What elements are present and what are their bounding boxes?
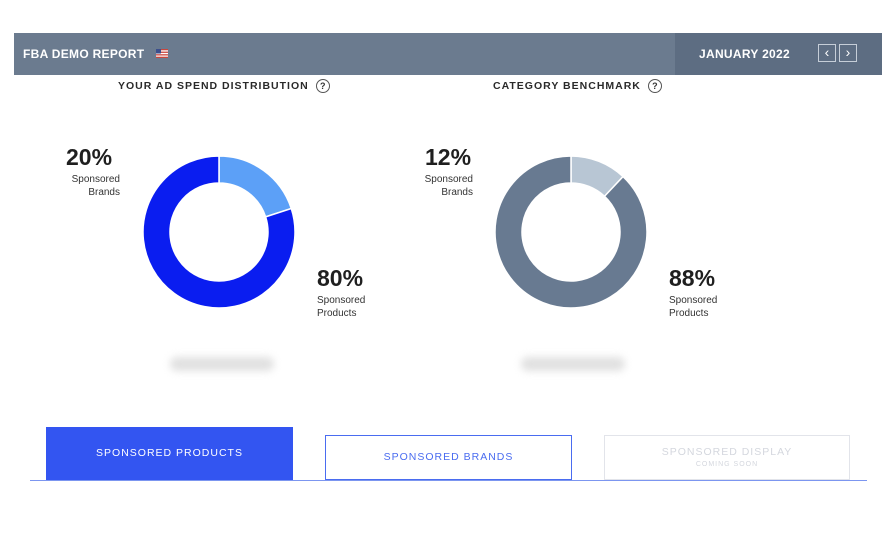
tab-sponsored-brands[interactable]: SPONSORED BRANDS xyxy=(325,435,572,480)
ad-spend-title-text: YOUR AD SPEND DISTRIBUTION xyxy=(118,80,309,92)
report-title: FBA DEMO REPORT xyxy=(23,47,145,61)
date-label: JANUARY 2022 xyxy=(699,47,790,61)
donut-slice-sponsored-products xyxy=(494,155,648,309)
ad-spend-brands-percent: 20% xyxy=(66,144,113,170)
date-selector: JANUARY 2022 ‹ › xyxy=(675,33,882,75)
tab-sponsored-display-label: SPONSORED DISPLAY xyxy=(661,446,793,458)
ad-spend-products-percent: 80% xyxy=(317,265,364,291)
donut-slice-sponsored-products xyxy=(142,155,296,309)
prev-month-button[interactable]: ‹ xyxy=(818,44,836,62)
help-icon[interactable]: ? xyxy=(647,79,662,94)
report-header: FBA DEMO REPORT JANUARY 2022 ‹ › xyxy=(14,33,882,75)
coming-soon-label: COMING SOON xyxy=(695,461,759,468)
tabs-baseline xyxy=(30,480,867,481)
ad-spend-brands-label: Sponsored Brands xyxy=(71,174,120,198)
tab-sponsored-products[interactable]: SPONSORED PRODUCTS xyxy=(46,427,293,480)
benchmark-products-percent: 88% xyxy=(669,265,716,291)
ad-spend-title: YOUR AD SPEND DISTRIBUTION? xyxy=(118,79,330,94)
help-icon[interactable]: ? xyxy=(315,79,330,94)
ad-spend-donut xyxy=(142,155,296,309)
benchmark-donut xyxy=(494,155,648,309)
donut-slice-sponsored-brands xyxy=(218,155,293,218)
blurred-caption xyxy=(521,357,625,371)
benchmark-products-label: Sponsored Products xyxy=(669,295,718,319)
benchmark-brands-percent: 12% xyxy=(425,144,472,170)
us-flag-icon xyxy=(156,49,168,58)
blurred-caption xyxy=(170,357,274,371)
benchmark-title: CATEGORY BENCHMARK? xyxy=(493,79,662,94)
tab-sponsored-display: SPONSORED DISPLAY COMING SOON xyxy=(604,435,850,480)
next-month-button[interactable]: › xyxy=(839,44,857,62)
benchmark-brands-label: Sponsored Brands xyxy=(424,174,473,198)
ad-spend-products-label: Sponsored Products xyxy=(317,295,366,319)
benchmark-title-text: CATEGORY BENCHMARK xyxy=(493,80,641,92)
